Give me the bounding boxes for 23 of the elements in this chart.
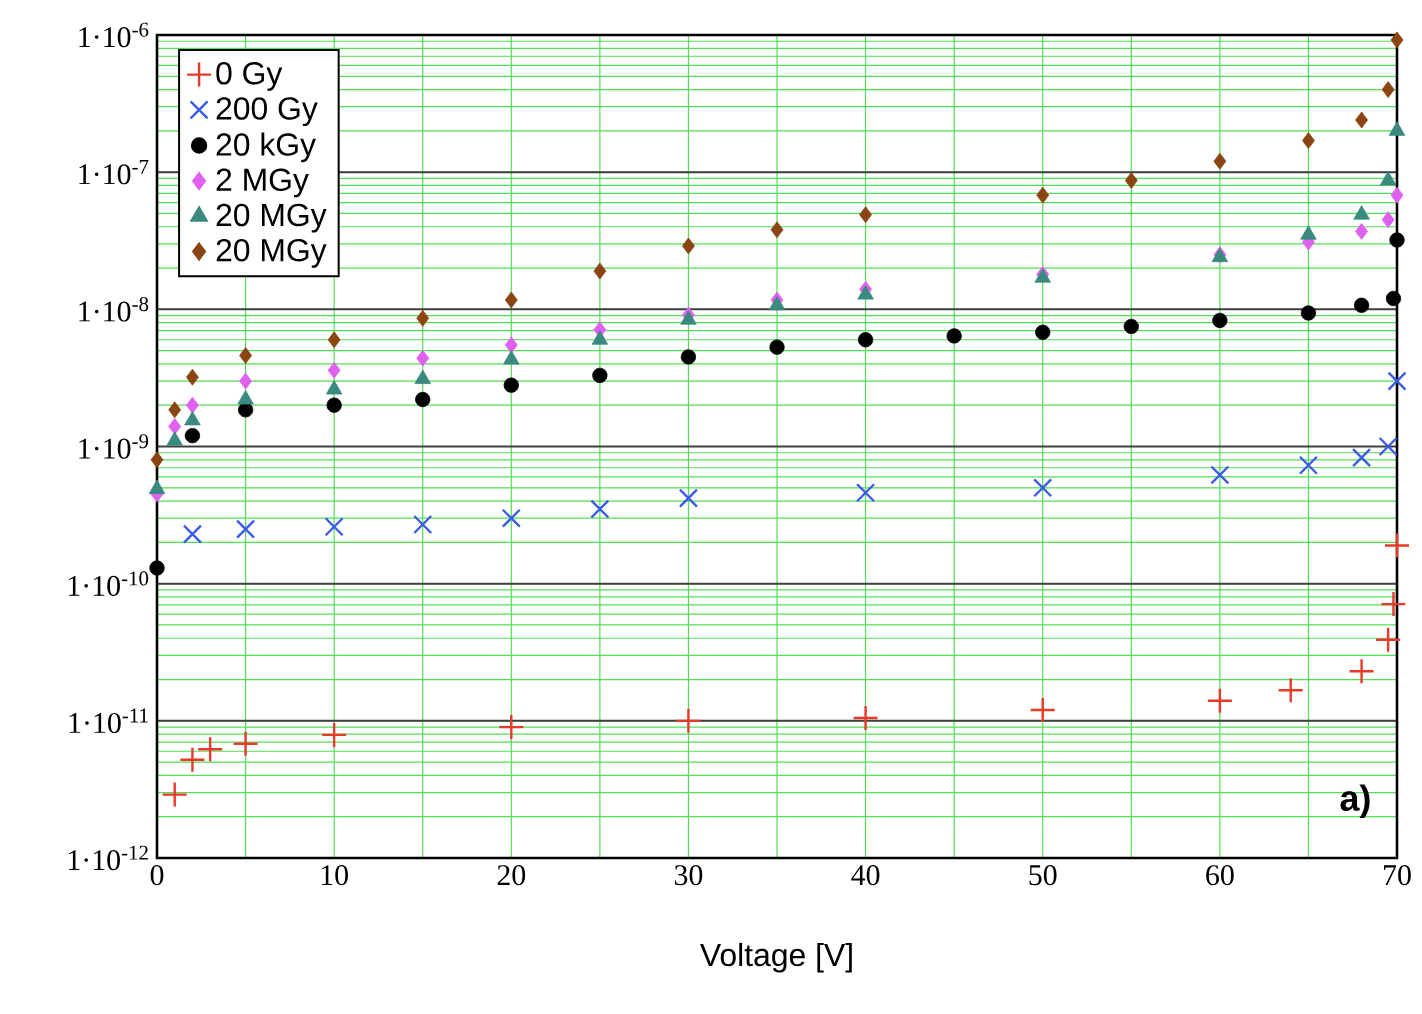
x-tick-label: 60 — [1206, 865, 1234, 886]
y-tick-label: 1·10$^{-8}$ — [79, 297, 149, 322]
legend-label: 20 MGy — [216, 203, 327, 233]
x-tick-label: 30 — [674, 865, 703, 886]
y-tick-label: 1·10$^{-7}$ — [79, 159, 149, 185]
x-tick-label: 40 — [851, 865, 880, 886]
y-tick-label: 1·10$^{-9}$ — [79, 434, 149, 459]
x-tick-label: 0 — [150, 865, 164, 886]
legend-label: 200 Gy — [216, 97, 318, 127]
x-tick-label: 70 — [1384, 865, 1411, 886]
y-tick-label: 1·10$^{-11}$ — [69, 708, 148, 734]
x-tick-label: 20 — [497, 865, 526, 886]
y-tick-label: 1·10$^{-10}$ — [68, 571, 149, 596]
y-tick-label: 1·10$^{-12}$ — [68, 845, 148, 871]
legend-label: 20 kGy — [216, 132, 316, 163]
annotation: a) — [1340, 784, 1370, 819]
legend-label: 2 MGy — [216, 168, 309, 198]
x-tick-label: 50 — [1029, 865, 1057, 886]
y-tick-label: 1·10$^{-6}$ — [79, 22, 149, 48]
legend-label: 20 MGy — [216, 238, 327, 268]
x-axis-title: Voltage [V] — [700, 942, 852, 973]
legend-label: 0 Gy — [216, 61, 283, 91]
x-tick-label: 10 — [321, 865, 348, 886]
